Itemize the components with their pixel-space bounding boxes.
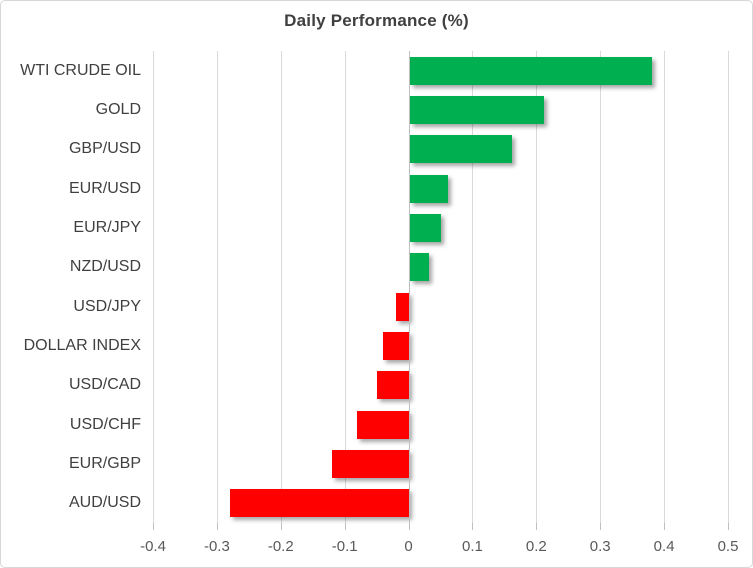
- plot-area: [153, 51, 729, 530]
- category-label-usd-cad: USD/CAD: [68, 376, 141, 394]
- gridline: [664, 51, 666, 523]
- bar-wti-crude-oil: [409, 56, 653, 85]
- bar-usd-jpy: [395, 292, 409, 321]
- category-label-usd-jpy: USD/JPY: [73, 297, 141, 315]
- x-tick-label: -0.1: [331, 538, 358, 555]
- gridline: [153, 51, 154, 523]
- bar-usd-cad: [376, 371, 409, 400]
- x-tick-label: 0.5: [717, 538, 739, 555]
- x-tick-mark: [344, 523, 346, 530]
- x-tick-mark: [280, 523, 282, 530]
- bar-nzd-usd: [409, 253, 429, 282]
- category-label-usd-chf: USD/CHF: [69, 415, 141, 433]
- category-label-aud-usd: AUD/USD: [68, 494, 141, 512]
- bar-gold: [409, 96, 544, 124]
- x-tick-label: 0.1: [462, 538, 483, 555]
- x-tick-mark: [536, 523, 538, 530]
- bar-eur-usd: [409, 174, 448, 203]
- gridline: [216, 51, 218, 523]
- gridline: [472, 51, 474, 523]
- gridline: [600, 51, 602, 523]
- gridline: [280, 51, 282, 523]
- x-tick-label: -0.3: [203, 538, 230, 555]
- x-tick-label: -0.4: [140, 538, 166, 555]
- category-label-gbp-usd: GBP/USD: [68, 140, 141, 158]
- x-tick-mark: [600, 523, 602, 530]
- category-label-eur-jpy: EUR/JPY: [73, 219, 141, 236]
- bar-eur-jpy: [409, 214, 442, 242]
- x-tick-label: 0: [404, 538, 413, 555]
- x-tick-label: 0.3: [589, 538, 611, 555]
- x-tick-mark: [153, 523, 154, 530]
- x-tick-mark: [664, 523, 666, 530]
- gridline: [344, 51, 346, 523]
- bar-aud-usd: [229, 489, 409, 518]
- gridline: [728, 51, 729, 523]
- x-tick-mark: [216, 523, 218, 530]
- category-label-eur-gbp: EUR/GBP: [68, 455, 141, 472]
- zero-axis-line: [408, 51, 410, 523]
- category-label-dollar-index: DOLLAR INDEX: [23, 337, 141, 354]
- x-tick-label: -0.2: [267, 538, 294, 555]
- bar-eur-gbp: [331, 450, 409, 478]
- category-label-nzd-usd: NZD/USD: [69, 258, 141, 276]
- x-tick-mark: [472, 523, 474, 530]
- category-label-eur-usd: EUR/USD: [68, 179, 141, 197]
- x-tick-label: 0.4: [653, 538, 675, 555]
- bar-dollar-index: [383, 332, 409, 360]
- x-tick-mark: [408, 523, 410, 530]
- category-label-gold: GOLD: [95, 101, 141, 118]
- x-tick-label: 0.2: [525, 538, 547, 555]
- bar-usd-chf: [357, 410, 409, 439]
- bar-gbp-usd: [409, 135, 512, 164]
- gridline: [536, 51, 538, 523]
- chart-title: Daily Performance (%): [284, 11, 469, 30]
- category-label-wti-crude-oil: WTI CRUDE OIL: [20, 61, 141, 79]
- x-tick-mark: [728, 523, 729, 530]
